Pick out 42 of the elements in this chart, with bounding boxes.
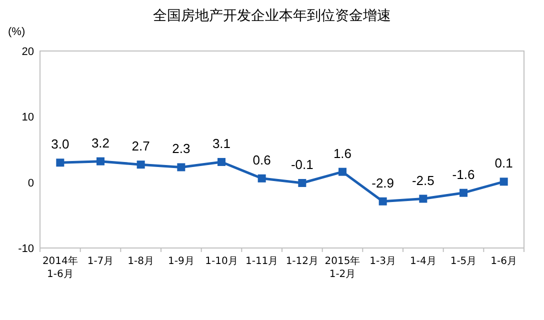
point (218, 158, 226, 166)
x-tick-label: 1-5月 (450, 256, 477, 267)
point (419, 194, 428, 203)
data-label: 3.1 (212, 136, 231, 151)
y-tick-label: 10 (22, 112, 34, 124)
point (298, 178, 306, 187)
point (378, 197, 387, 206)
data-label: 2.7 (132, 138, 150, 154)
x-tick-label: 1-11月 (245, 256, 278, 267)
point (460, 188, 468, 197)
y-tick-label: 0 (28, 177, 34, 190)
data-label: 3.0 (51, 136, 70, 152)
data-label: 2.3 (172, 141, 190, 156)
x-tick-label: 1-7月 (87, 256, 114, 267)
point (136, 160, 145, 169)
x-tick-label: 2014年 1-6月 (42, 255, 78, 280)
x-tick-label: 1-12月 (286, 256, 319, 267)
y-tick-label: 20 (22, 46, 34, 58)
chart-title: 全国房地产开发企业本年到位资金增速 (153, 8, 391, 24)
x-tick-label: 2015年 1-2月 (324, 255, 360, 280)
point (56, 158, 64, 167)
point (96, 157, 104, 166)
point (258, 174, 266, 182)
data-label: -2.9 (372, 175, 394, 190)
y-axis-title: (%) (8, 26, 26, 38)
point (177, 163, 186, 172)
x-tick-label: 1-9月 (168, 256, 194, 267)
data-label: 3.2 (91, 135, 110, 150)
x-tick-label: 1-3月 (370, 256, 396, 267)
x-tick-label: 1-4月 (410, 256, 436, 267)
data-label: -2.5 (412, 172, 434, 188)
x-tick-label: 1-8月 (128, 256, 154, 267)
data-label: 1.6 (333, 146, 352, 161)
data-label: 0.6 (252, 152, 271, 168)
y-tick-label: -10 (18, 243, 34, 255)
data-label: -1.6 (452, 166, 475, 182)
point (500, 178, 508, 186)
data-label: -0.1 (290, 156, 314, 172)
x-tick-label: 1-6月 (490, 256, 518, 267)
data-label: 0.1 (494, 156, 513, 171)
point (338, 168, 346, 176)
x-tick-label: 1-10月 (205, 256, 238, 267)
